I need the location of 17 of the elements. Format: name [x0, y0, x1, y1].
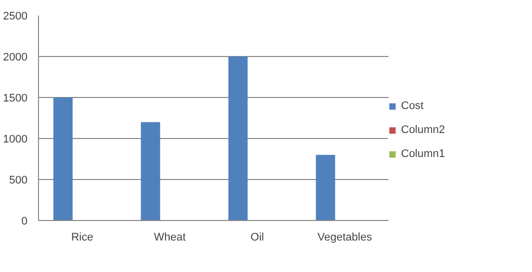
y-tick-label: 1500	[3, 92, 28, 104]
y-tick-label: 1000	[3, 134, 28, 146]
y-tick-label: 0	[21, 216, 28, 228]
legend-label: Cost	[401, 100, 424, 112]
y-tick-label: 2500	[3, 10, 28, 22]
y-tick-label: 2000	[3, 52, 28, 64]
x-tick-label: Vegetables	[318, 232, 372, 244]
bar	[140, 122, 160, 220]
bar	[53, 98, 73, 220]
legend-label: Column2	[401, 124, 446, 136]
bar	[316, 154, 336, 220]
x-tick-label: Oil	[250, 232, 264, 244]
y-tick-label: 500	[9, 174, 28, 186]
bar	[228, 56, 248, 220]
legend-label: Column1	[401, 148, 446, 160]
x-tick-label: Wheat	[154, 232, 186, 244]
x-tick-label: Rice	[71, 232, 94, 244]
